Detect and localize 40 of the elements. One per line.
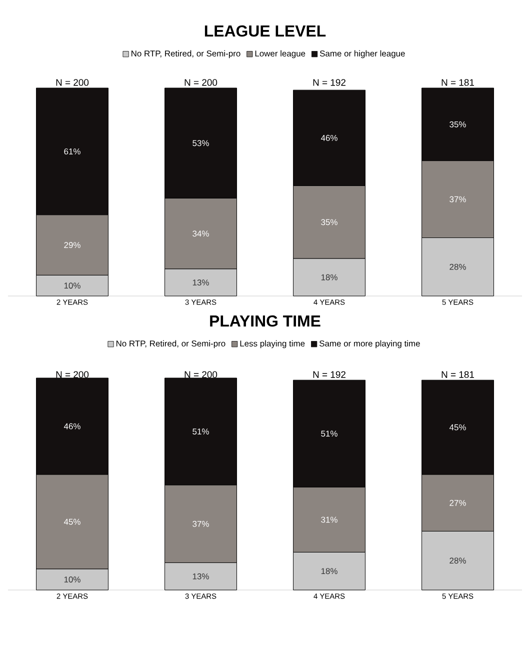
annotation: N = 192 bbox=[313, 79, 346, 86]
data-label: 29% bbox=[64, 242, 80, 248]
data-label: 27% bbox=[450, 500, 466, 506]
legend-label: No RTP, Retired, or Semi-pro bbox=[132, 50, 240, 58]
chart-title: PLAYING TIME bbox=[210, 315, 320, 327]
data-label: 34% bbox=[192, 230, 209, 237]
data-label: 45% bbox=[449, 424, 466, 430]
annotation: N = 181 bbox=[442, 79, 474, 86]
legend-label: Same or higher league bbox=[320, 50, 405, 58]
annotation: N = 200 bbox=[184, 371, 218, 378]
annotation: N = 181 bbox=[442, 371, 474, 378]
data-label: 28% bbox=[450, 264, 466, 270]
data-label: 51% bbox=[321, 430, 338, 437]
data-label: 18% bbox=[321, 568, 338, 574]
data-label: 35% bbox=[450, 121, 466, 128]
data-label: 31% bbox=[321, 516, 338, 523]
legend-label: No RTP, Retired, or Semi-pro bbox=[116, 340, 226, 348]
data-label: 10% bbox=[64, 282, 80, 289]
annotation: N = 200 bbox=[56, 79, 89, 86]
annotation: N = 192 bbox=[313, 371, 346, 378]
data-label: 46% bbox=[320, 134, 338, 141]
data-label: 53% bbox=[192, 140, 209, 146]
data-label: 46% bbox=[64, 423, 80, 430]
data-label: 18% bbox=[321, 274, 338, 280]
data-label: 61% bbox=[64, 148, 80, 154]
legend-label: Less playing time bbox=[240, 340, 305, 348]
data-label: 45% bbox=[64, 518, 80, 525]
data-label: 37% bbox=[192, 520, 209, 527]
data-label: 10% bbox=[64, 576, 80, 582]
data-label: 37% bbox=[450, 196, 466, 202]
legend-label: Same or more playing time bbox=[319, 340, 420, 348]
data-label: 13% bbox=[192, 573, 209, 580]
data-label: 28% bbox=[450, 558, 466, 564]
data-label: 35% bbox=[321, 219, 338, 226]
annotation: N = 200 bbox=[184, 79, 218, 86]
legend-label: Lower league bbox=[255, 50, 306, 58]
data-label: 13% bbox=[192, 279, 209, 286]
chart-title: LEAGUE LEVEL bbox=[204, 25, 326, 37]
annotation: N = 200 bbox=[56, 371, 89, 378]
data-label: 51% bbox=[192, 428, 209, 434]
